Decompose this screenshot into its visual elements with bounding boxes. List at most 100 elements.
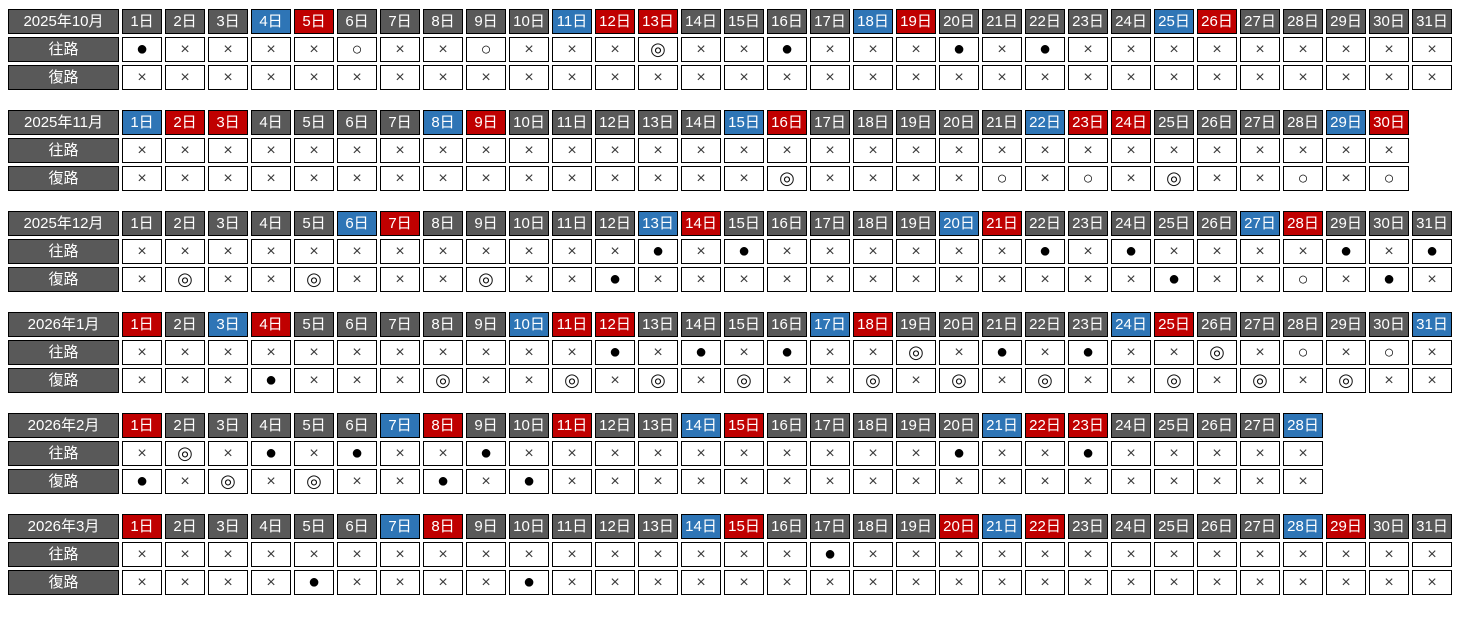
availability-cell[interactable]: ● [251, 368, 291, 393]
availability-cell[interactable]: ● [122, 37, 162, 62]
availability-cell[interactable]: ● [509, 469, 549, 494]
day-header: 3日 [208, 211, 248, 236]
availability-cell[interactable]: ◎ [423, 368, 463, 393]
availability-cell: × [681, 138, 721, 163]
availability-cell[interactable]: ◎ [767, 166, 807, 191]
availability-cell[interactable]: ◎ [1025, 368, 1065, 393]
day-header: 28日 [1283, 9, 1323, 34]
availability-cell[interactable]: ● [122, 469, 162, 494]
availability-cell[interactable]: ● [982, 340, 1022, 365]
availability-cell: × [724, 570, 764, 595]
day-header: 31日 [1412, 312, 1452, 337]
availability-cell[interactable]: ○ [337, 37, 377, 62]
availability-cell: × [1111, 138, 1151, 163]
availability-cell: × [1283, 570, 1323, 595]
availability-cell[interactable]: ◎ [294, 267, 334, 292]
availability-cell: × [1068, 368, 1108, 393]
availability-cell: × [1025, 138, 1065, 163]
day-header: 26日 [1197, 9, 1237, 34]
availability-cell[interactable]: ● [466, 441, 506, 466]
day-header: 19日 [896, 9, 936, 34]
availability-cell[interactable]: ◎ [466, 267, 506, 292]
availability-cell[interactable]: ● [595, 267, 635, 292]
day-header: 21日 [982, 413, 1022, 438]
availability-cell[interactable]: ● [638, 239, 678, 264]
availability-cell[interactable]: ◎ [939, 368, 979, 393]
availability-cell: × [509, 368, 549, 393]
availability-cell: × [767, 239, 807, 264]
availability-cell[interactable]: ◎ [1154, 368, 1194, 393]
availability-cell: × [1111, 37, 1151, 62]
availability-cell: × [1326, 166, 1366, 191]
day-header: 23日 [1068, 211, 1108, 236]
day-header: 14日 [681, 514, 721, 539]
day-header: 10日 [509, 514, 549, 539]
outbound-row: 往路 ● × × × × ○ × × ○ × × × ◎ × × ● × × × ● × ● × × × × × × × × × [8, 37, 1452, 62]
availability-cell[interactable]: ○ [1283, 166, 1323, 191]
day-header: 14日 [681, 211, 721, 236]
availability-cell[interactable]: ● [1025, 37, 1065, 62]
availability-cell[interactable]: ● [509, 570, 549, 595]
availability-cell[interactable]: ○ [1369, 340, 1409, 365]
availability-cell: × [939, 138, 979, 163]
availability-cell[interactable]: ● [767, 37, 807, 62]
availability-cell: × [1154, 65, 1194, 90]
availability-cell: × [724, 37, 764, 62]
availability-cell: × [1197, 239, 1237, 264]
availability-cell[interactable]: ◎ [1240, 368, 1280, 393]
availability-cell[interactable]: ● [681, 340, 721, 365]
availability-cell[interactable]: ● [337, 441, 377, 466]
availability-cell[interactable]: ● [767, 340, 807, 365]
availability-cell: × [208, 340, 248, 365]
availability-cell[interactable]: ● [724, 239, 764, 264]
availability-cell[interactable]: ● [810, 542, 850, 567]
day-header: 4日 [251, 211, 291, 236]
availability-cell[interactable]: ● [939, 441, 979, 466]
availability-cell[interactable]: ◎ [724, 368, 764, 393]
availability-cell[interactable]: ● [1025, 239, 1065, 264]
availability-cell[interactable]: ○ [1283, 267, 1323, 292]
availability-cell[interactable]: ○ [1369, 166, 1409, 191]
availability-cell[interactable]: ● [939, 37, 979, 62]
availability-cell[interactable]: ● [1154, 267, 1194, 292]
availability-cell[interactable]: ● [1111, 239, 1151, 264]
availability-cell[interactable]: ◎ [1326, 368, 1366, 393]
availability-cell[interactable]: ◎ [638, 368, 678, 393]
availability-cell[interactable]: ● [1412, 239, 1452, 264]
availability-cell[interactable]: ○ [982, 166, 1022, 191]
availability-cell[interactable]: ◎ [853, 368, 893, 393]
availability-cell[interactable]: ◎ [896, 340, 936, 365]
day-header: 11日 [552, 413, 592, 438]
day-header: 12日 [595, 514, 635, 539]
availability-cell[interactable]: ◎ [165, 267, 205, 292]
availability-cell[interactable]: ● [1326, 239, 1366, 264]
day-header: 22日 [1025, 514, 1065, 539]
outbound-row: 往路 × × × × × × × × × × × × × × × × ● × × × × × × × × × × × × × × [8, 542, 1452, 567]
availability-cell[interactable]: ○ [1068, 166, 1108, 191]
day-header: 3日 [208, 9, 248, 34]
availability-cell: × [337, 368, 377, 393]
availability-cell: × [294, 441, 334, 466]
availability-cell[interactable]: ● [294, 570, 334, 595]
outbound-row: 往路 × ◎ × ● × ● × × ● × × × × × × × × × × ● × × ● × × × × × [8, 441, 1323, 466]
availability-cell: × [982, 469, 1022, 494]
availability-cell[interactable]: ● [1068, 441, 1108, 466]
availability-cell[interactable]: ◎ [552, 368, 592, 393]
availability-cell[interactable]: ◎ [1197, 340, 1237, 365]
availability-cell[interactable]: ◎ [165, 441, 205, 466]
availability-cell: × [1283, 542, 1323, 567]
availability-cell[interactable]: ● [1369, 267, 1409, 292]
availability-cell[interactable]: ◎ [638, 37, 678, 62]
availability-cell[interactable]: ● [1068, 340, 1108, 365]
availability-cell[interactable]: ◎ [208, 469, 248, 494]
availability-cell[interactable]: ● [423, 469, 463, 494]
availability-cell[interactable]: ◎ [1154, 166, 1194, 191]
availability-cell[interactable]: ◎ [294, 469, 334, 494]
availability-cell: × [1326, 138, 1366, 163]
availability-cell: × [1197, 65, 1237, 90]
availability-cell[interactable]: ● [251, 441, 291, 466]
availability-cell: × [1111, 267, 1151, 292]
availability-cell[interactable]: ○ [1283, 340, 1323, 365]
availability-cell[interactable]: ○ [466, 37, 506, 62]
availability-cell[interactable]: ● [595, 340, 635, 365]
